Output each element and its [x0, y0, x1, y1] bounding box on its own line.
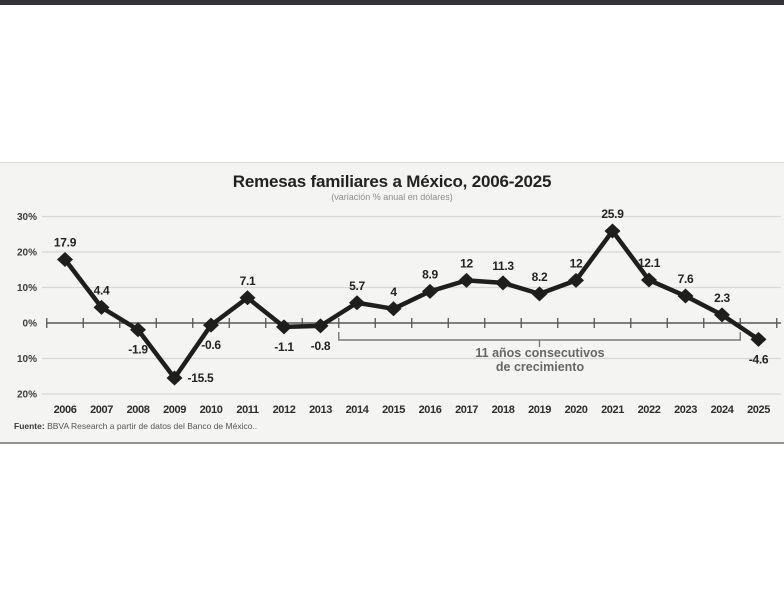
source-text: BBVA Research a partir de datos del Banc… [44, 421, 258, 431]
data-point-marker [458, 272, 475, 288]
data-point-marker [495, 275, 511, 291]
data-point-marker [57, 251, 73, 267]
chart-title: Remesas familiares a México, 2006-2025 [232, 172, 552, 191]
y-axis-tick-label: 20% [17, 390, 37, 401]
x-axis-year-label: 2021 [601, 404, 624, 416]
x-axis-year-label: 2023 [674, 404, 697, 416]
x-axis-year-label: 2018 [492, 404, 515, 416]
data-point-label: -0.6 [201, 338, 221, 352]
data-point-label: 5.7 [349, 279, 365, 293]
x-axis-year-label: 2014 [346, 404, 370, 416]
x-axis-year-label: 2012 [273, 404, 296, 416]
data-point-marker [312, 318, 329, 334]
y-axis-tick-label: 10% [17, 354, 37, 365]
y-axis-tick-label: 0% [23, 319, 38, 330]
data-point-label: 25.9 [601, 207, 624, 221]
data-point-label: -1.9 [128, 343, 148, 357]
line-chart-plot: 30% 20% 10% 0% 10% 20% 17.9 2006 4.4 2007 -1.9 2008… [17, 207, 781, 416]
x-axis-year-label: 2025 [747, 404, 770, 416]
chart-subtitle: (variación % anual en dólares) [331, 192, 453, 202]
data-point-label: 12.1 [638, 256, 661, 270]
x-axis-year-label: 2009 [163, 404, 186, 416]
x-axis-year-label: 2008 [127, 404, 150, 416]
data-point-marker [166, 370, 183, 386]
data-point-label: -15.5 [188, 371, 214, 385]
data-point-marker [203, 317, 219, 333]
data-point-marker [604, 223, 621, 239]
data-point-marker [130, 322, 146, 338]
series-line [62, 228, 761, 381]
x-axis-year-label: 2010 [200, 404, 223, 416]
chart-panel: Remesas familiares a México, 2006-2025 (… [0, 162, 784, 444]
data-point-label: 11.3 [492, 259, 514, 273]
x-axis-year-label: 2013 [309, 404, 332, 416]
data-point-label: 4.4 [94, 283, 110, 297]
x-axis-year-label: 2024 [711, 404, 735, 416]
data-point-marker [93, 299, 110, 315]
data-point-marker [349, 295, 365, 311]
data-point-label: 7.6 [678, 272, 694, 286]
y-axis-tick-label: 20% [17, 248, 37, 259]
growth-streak-annotation: 11 años consecutivos de crecimiento [475, 346, 604, 374]
data-point-marker [239, 290, 256, 306]
data-point-label: -4.6 [749, 352, 769, 366]
window-top-bar [0, 0, 784, 5]
data-point-label: 12 [570, 256, 583, 270]
x-axis-year-label: 2022 [638, 404, 661, 416]
data-point-label: 7.1 [240, 274, 256, 288]
data-point-label: 12 [460, 256, 473, 270]
x-axis-year-label: 2006 [54, 404, 77, 416]
x-axis-year-label: 2015 [382, 404, 405, 416]
data-point-label: 8.2 [532, 270, 548, 284]
data-point-marker [276, 319, 292, 335]
data-point-marker [714, 307, 730, 323]
data-point-label: -1.1 [274, 340, 294, 354]
data-point-label: 17.9 [54, 235, 77, 249]
data-point-marker [568, 272, 584, 288]
x-axis-year-label: 2016 [419, 404, 442, 416]
data-point-label: -0.8 [311, 339, 331, 353]
x-axis-year-label: 2019 [528, 404, 551, 416]
growth-bracket [338, 332, 741, 347]
x-axis-year-label: 2020 [565, 404, 588, 416]
x-axis-year-label: 2007 [90, 404, 113, 416]
data-point-marker [531, 286, 548, 302]
data-point-label: 2.3 [714, 291, 730, 305]
data-point-label: 4 [390, 285, 397, 299]
data-point-label: 8.9 [422, 267, 438, 281]
data-point-marker [385, 301, 402, 317]
y-axis-tick-label: 10% [17, 283, 37, 294]
annotation-line-2: de crecimiento [495, 360, 585, 374]
annotation-line-1: 11 años consecutivos [475, 346, 605, 360]
source-note: Fuente: BBVA Research a partir de datos … [14, 421, 257, 431]
y-axis-tick-label: 30% [17, 212, 37, 223]
x-axis-year-label: 2011 [236, 404, 259, 416]
data-point-marker [750, 331, 767, 347]
data-point-marker [677, 288, 694, 304]
source-label: Fuente: [14, 421, 45, 431]
data-point-marker [641, 272, 657, 288]
x-axis-year-label: 2017 [455, 404, 478, 416]
data-point-marker [422, 283, 438, 299]
